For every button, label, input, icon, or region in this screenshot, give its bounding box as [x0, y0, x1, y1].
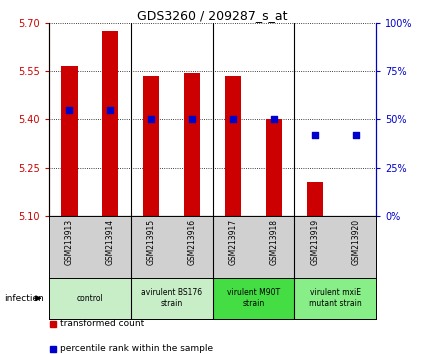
- Text: GSM213913: GSM213913: [65, 219, 74, 265]
- Point: [66, 107, 73, 113]
- Bar: [49, 278, 131, 319]
- Text: GSM213914: GSM213914: [106, 219, 115, 265]
- Bar: [294, 278, 376, 319]
- Bar: [102, 31, 119, 216]
- Bar: [131, 278, 212, 319]
- Point: [148, 117, 155, 122]
- Point: [230, 117, 236, 122]
- Point: [270, 117, 277, 122]
- Point: [107, 107, 113, 113]
- Bar: [143, 76, 159, 216]
- Bar: [212, 278, 294, 319]
- Text: GSM213918: GSM213918: [269, 219, 278, 265]
- Text: control: control: [76, 294, 103, 303]
- Bar: [184, 73, 200, 216]
- Text: GSM213916: GSM213916: [187, 219, 196, 265]
- Text: GSM213915: GSM213915: [147, 219, 156, 265]
- Bar: [306, 182, 323, 216]
- Text: virulent mxiE
mutant strain: virulent mxiE mutant strain: [309, 288, 362, 308]
- Text: GDS3260 / 209287_s_at: GDS3260 / 209287_s_at: [137, 9, 288, 22]
- Text: percentile rank within the sample: percentile rank within the sample: [60, 344, 212, 353]
- Point: [312, 132, 318, 138]
- Text: virulent M90T
strain: virulent M90T strain: [227, 288, 280, 308]
- Text: GSM213919: GSM213919: [310, 219, 319, 265]
- Bar: [225, 76, 241, 216]
- Point: [189, 117, 196, 122]
- Text: GSM213920: GSM213920: [351, 219, 360, 265]
- Text: infection: infection: [4, 294, 44, 303]
- Bar: [266, 119, 282, 216]
- Text: GSM213917: GSM213917: [229, 219, 238, 265]
- Bar: [61, 67, 77, 216]
- Point: [352, 132, 359, 138]
- Text: transformed count: transformed count: [60, 319, 144, 329]
- Text: avirulent BS176
strain: avirulent BS176 strain: [141, 288, 202, 308]
